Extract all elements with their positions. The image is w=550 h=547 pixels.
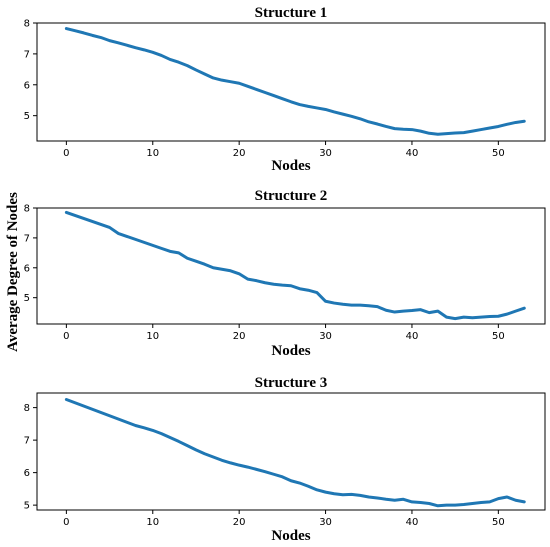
y-tick-label: 5 xyxy=(24,501,30,512)
subplot-title: Structure 2 xyxy=(255,188,328,204)
axes-frame xyxy=(36,207,546,325)
x-tick-label: 50 xyxy=(492,517,505,528)
subplot-title: Structure 3 xyxy=(255,375,328,391)
x-tick-label: 0 xyxy=(63,331,69,342)
x-axis-label: Nodes xyxy=(271,158,310,174)
x-tick-label: 20 xyxy=(233,148,246,159)
axes-frame xyxy=(36,22,546,142)
y-tick-label: 6 xyxy=(24,263,30,274)
x-tick-label: 40 xyxy=(406,148,419,159)
x-tick-label: 30 xyxy=(319,148,332,159)
series-line xyxy=(64,210,526,321)
y-tick-label: 8 xyxy=(24,403,30,414)
x-tick-label: 50 xyxy=(492,148,505,159)
series-line xyxy=(64,27,526,136)
y-tick-label: 6 xyxy=(24,80,30,91)
subplot-title: Structure 1 xyxy=(255,5,328,21)
y-tick-label: 6 xyxy=(24,468,30,479)
x-axis-label: Nodes xyxy=(271,343,310,359)
y-tick-label: 8 xyxy=(24,19,30,30)
axes-frame xyxy=(36,392,546,511)
x-axis-label: Nodes xyxy=(271,528,310,544)
shared-y-axis-label: Average Degree of Nodes xyxy=(5,192,21,352)
y-tick-label: 8 xyxy=(24,204,30,215)
subplot-2: Structure 2 0 10 20 30 40 50 5 6 7 8 Nodes xyxy=(24,188,546,359)
x-tick-label: 50 xyxy=(492,331,505,342)
x-tick-label: 0 xyxy=(63,148,69,159)
x-tick-label: 10 xyxy=(146,517,159,528)
y-tick-label: 5 xyxy=(24,111,30,122)
series-line xyxy=(64,398,526,508)
x-tick-label: 20 xyxy=(233,331,246,342)
x-tick-label: 40 xyxy=(406,331,419,342)
x-tick-label: 20 xyxy=(233,517,246,528)
y-tick-label: 7 xyxy=(24,233,30,244)
x-tick-label: 10 xyxy=(146,148,159,159)
x-tick-label: 30 xyxy=(319,517,332,528)
x-tick-label: 40 xyxy=(406,517,419,528)
subplot-1: Structure 1 0 10 20 30 40 50 5 6 7 8 Nodes xyxy=(24,5,546,174)
subplot-3: Structure 3 0 10 20 30 40 50 5 6 7 8 Nodes xyxy=(24,375,546,544)
y-tick-label: 7 xyxy=(24,49,30,60)
y-tick-label: 7 xyxy=(24,436,30,447)
y-tick-label: 5 xyxy=(24,293,30,304)
x-tick-label: 0 xyxy=(63,517,69,528)
x-tick-label: 30 xyxy=(319,331,332,342)
x-tick-label: 10 xyxy=(146,331,159,342)
